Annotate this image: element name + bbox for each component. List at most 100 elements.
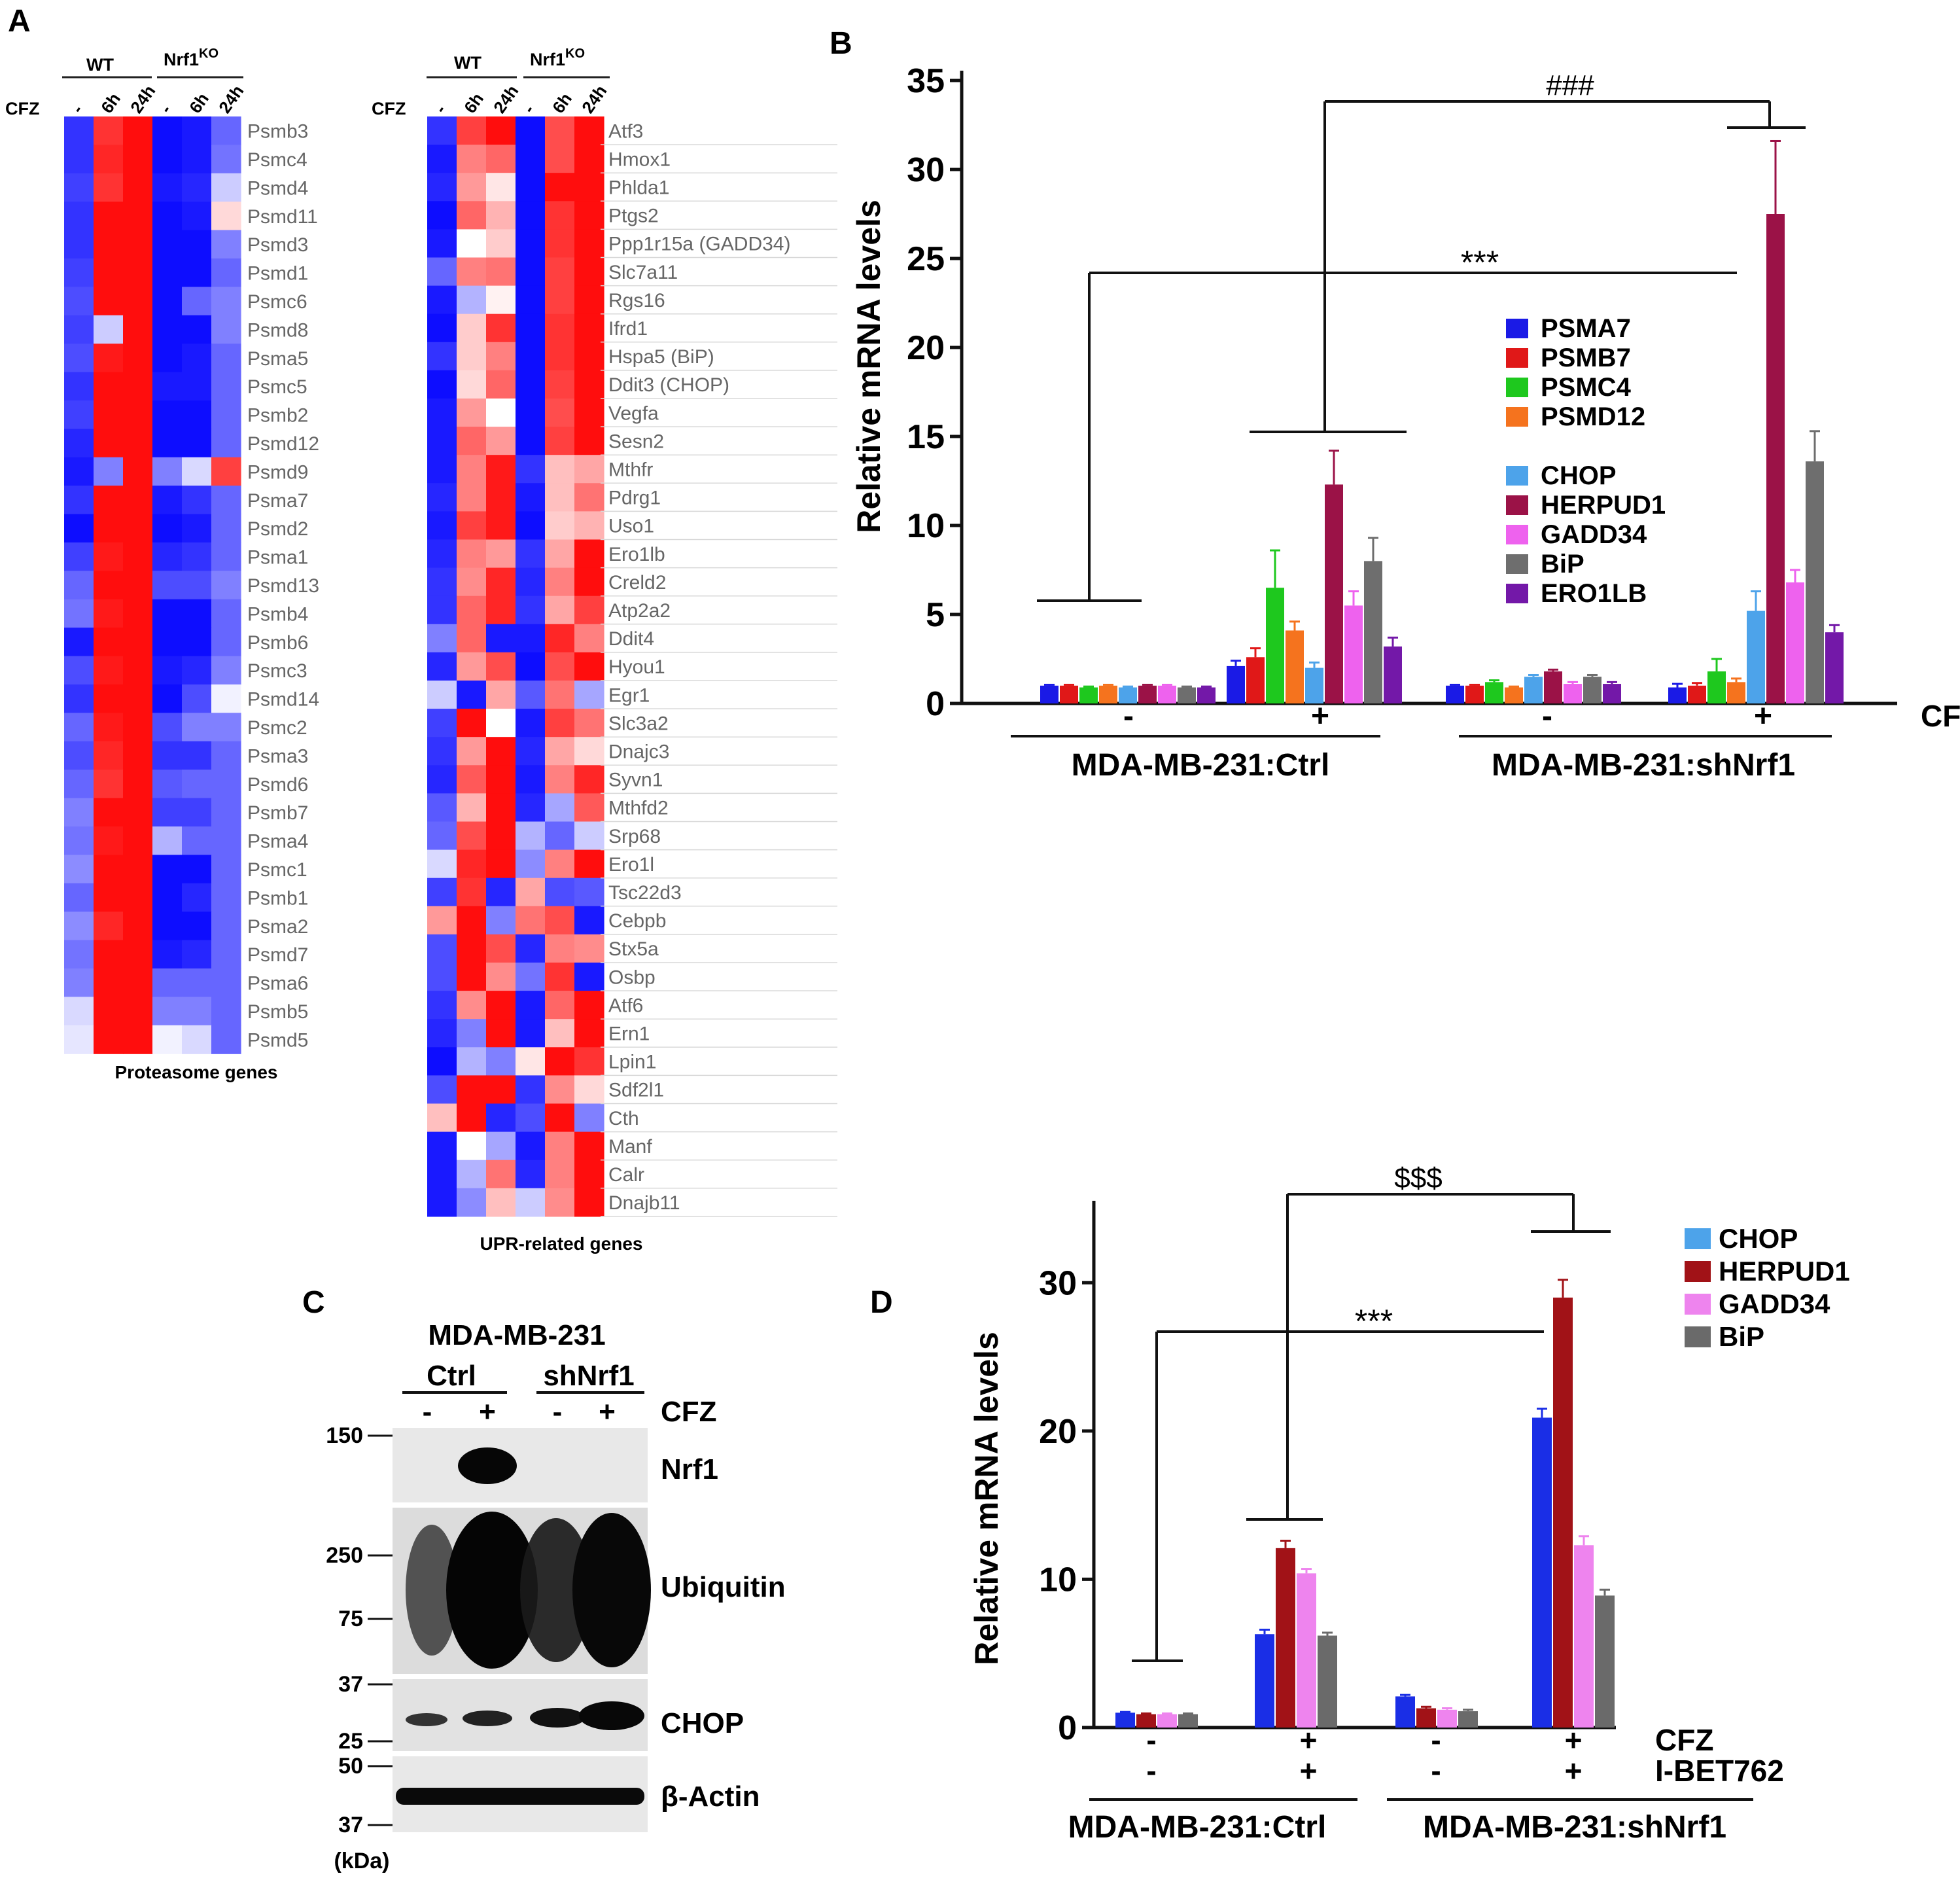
- proteasome-cell: [152, 486, 183, 515]
- proteasome-cell: [152, 116, 183, 145]
- proteasome-cell: [182, 258, 212, 287]
- svg-text:50: 50: [338, 1754, 363, 1779]
- upr-cell: [516, 709, 546, 737]
- upr-cell: [516, 1075, 546, 1105]
- proteasome-gene-label: Psmd5: [247, 1029, 308, 1051]
- upr-cell: [427, 370, 457, 399]
- svg-text:37: 37: [338, 1813, 363, 1837]
- proteasome-cell: [152, 400, 183, 429]
- upr-cell: [545, 906, 575, 935]
- panel-b-bar-bip: [1583, 677, 1601, 703]
- proteasome-cell: [94, 542, 124, 571]
- proteasome-cell: [94, 628, 124, 657]
- proteasome-cell: [211, 230, 241, 259]
- upr-cell: [516, 511, 546, 541]
- upr-cell: [427, 1188, 457, 1217]
- panel-d-treatment-ibet: I-BET762: [1655, 1754, 1784, 1788]
- upr-cell: [457, 370, 487, 399]
- upr-cell: [486, 1019, 516, 1048]
- blot-cfz-3: -: [553, 1396, 563, 1428]
- proteasome-cell: [64, 855, 94, 884]
- upr-cell: [574, 370, 604, 399]
- upr-cell: [457, 849, 487, 879]
- upr-cell: [574, 116, 604, 145]
- upr-cell: [427, 539, 457, 569]
- upr-gene-label: Mthfd2: [608, 798, 669, 819]
- upr-cell: [486, 313, 516, 343]
- upr-cell: [516, 455, 546, 484]
- panel-d-bar-bip: [1595, 1595, 1615, 1728]
- proteasome-cell: [94, 287, 124, 316]
- panel-b-bar-chop: [1305, 667, 1323, 703]
- upr-cell: [516, 539, 546, 569]
- proteasome-gene-label: Psmd2: [247, 518, 308, 540]
- proteasome-gene-label: Psma5: [247, 348, 308, 370]
- upr-cell: [545, 116, 575, 145]
- upr-cell: [486, 737, 516, 766]
- upr-cell: [574, 737, 604, 766]
- proteasome-cell: [123, 1025, 153, 1054]
- upr-column-label: 6h: [548, 89, 576, 116]
- proteasome-cell: [152, 145, 183, 174]
- proteasome-cell: [64, 429, 94, 458]
- upr-cell: [457, 1131, 487, 1161]
- upr-cell: [545, 285, 575, 315]
- upr-cell: [545, 427, 575, 455]
- upr-gene-label: Dnajb11: [608, 1192, 680, 1214]
- panel-b-yticks: 0 5 10 15 20 25 30 35: [907, 62, 962, 723]
- panel-b-legend-swatch: [1506, 466, 1528, 486]
- upr-cell: [516, 878, 546, 907]
- blot-title: MDA-MB-231: [428, 1319, 605, 1351]
- upr-cell: [457, 567, 487, 597]
- proteasome-cell: [152, 599, 183, 628]
- upr-cell: [516, 1131, 546, 1161]
- proteasome-cell: [123, 116, 153, 145]
- proteasome-gene-labels: Psmb3 Psmc4 Psmd4 Psmd11 Psmd3 Psmd1 Psmc6 Psmd…: [247, 121, 319, 1052]
- upr-cell: [545, 370, 575, 399]
- upr-cell: [486, 145, 516, 173]
- upr-cell: [457, 906, 487, 935]
- panel-d-bars: [1115, 1279, 1615, 1728]
- upr-cell: [574, 1075, 604, 1105]
- proteasome-cell: [211, 116, 241, 145]
- upr-cell: [427, 145, 457, 173]
- upr-cell: [574, 1047, 604, 1076]
- panel-b-ytick-label: 10: [907, 507, 945, 545]
- upr-gene-label: Osbp: [608, 967, 656, 988]
- upr-cell: [486, 1160, 516, 1189]
- panel-d-ibet-value: -: [1146, 1754, 1156, 1788]
- proteasome-cell: [64, 883, 94, 912]
- proteasome-cell: [182, 145, 212, 174]
- upr-cell: [427, 765, 457, 794]
- upr-cell: [457, 765, 487, 794]
- blot-strip-nrf1: [393, 1428, 648, 1502]
- upr-cell: [457, 1188, 487, 1217]
- upr-column-label: 24h: [578, 82, 610, 117]
- upr-gene-label: Ern1: [608, 1023, 650, 1045]
- upr-cell: [545, 201, 575, 230]
- upr-column-label: -: [430, 101, 450, 116]
- panel-d-bar-chop: [1395, 1696, 1415, 1728]
- upr-gene-label: Sesn2: [608, 431, 664, 452]
- upr-cell: [516, 285, 546, 315]
- proteasome-cell: [182, 202, 212, 231]
- proteasome-cell: [152, 202, 183, 231]
- panel-d-treatment-cfz: CFZ: [1655, 1723, 1713, 1757]
- proteasome-cell: [211, 287, 241, 316]
- proteasome-cell: [152, 258, 183, 287]
- proteasome-cell: [64, 457, 94, 486]
- proteasome-cell: [64, 542, 94, 571]
- panel-b-xlabel: CFZ: [1921, 699, 1960, 733]
- panel-b-cfz-value: -: [1123, 699, 1134, 734]
- panel-b-bar-ero1lb: [1603, 684, 1621, 703]
- upr-cell: [574, 455, 604, 484]
- proteasome-cell: [182, 542, 212, 571]
- panel-d-ibet-value: -: [1431, 1754, 1441, 1788]
- panel-d-bar-chop: [1115, 1712, 1135, 1728]
- proteasome-cell: [64, 628, 94, 657]
- proteasome-gene-label: Psma2: [247, 916, 308, 938]
- upr-cell: [427, 313, 457, 343]
- proteasome-cell: [211, 457, 241, 486]
- proteasome-cell: [64, 968, 94, 997]
